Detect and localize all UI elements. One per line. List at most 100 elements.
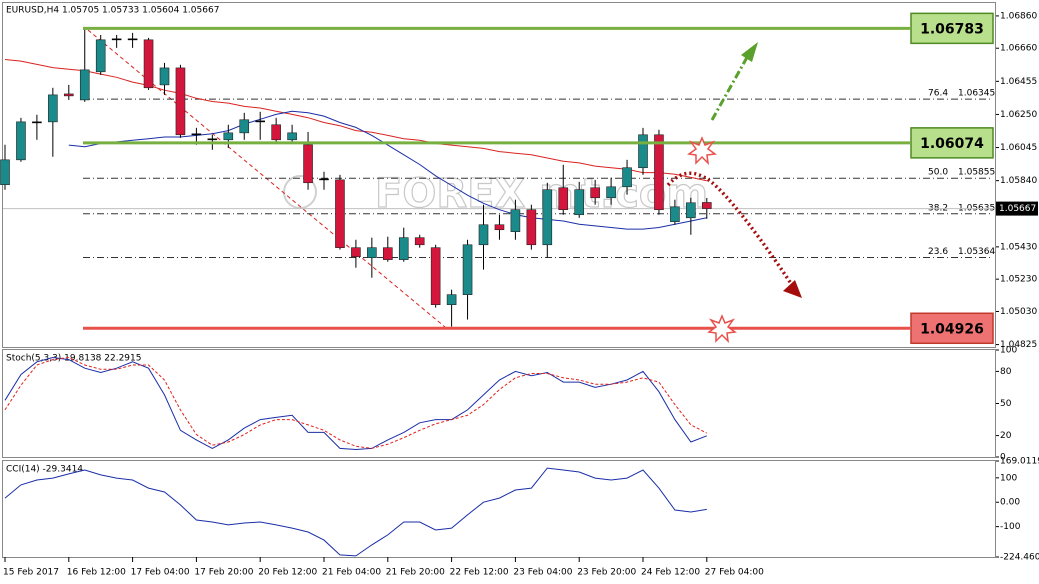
watermark-logo: [283, 175, 317, 209]
candle-body: [335, 179, 345, 248]
y-tick-label: 1.04825: [1000, 340, 1037, 350]
indicator-line: [68, 110, 707, 230]
x-tick-label: 22 Feb 12:00: [450, 568, 509, 578]
candle-body: [175, 67, 186, 136]
fib-price: 1.05855: [958, 168, 995, 178]
y-tick-label: 1.06455: [1000, 77, 1037, 87]
y-tick-label: 0: [1000, 453, 1006, 463]
candle-body: [654, 134, 664, 211]
x-tick-label: 23 Feb 20:00: [577, 568, 636, 578]
fib-ratio: 23.6: [928, 247, 948, 257]
y-tick-label: 0.00: [1000, 498, 1020, 508]
x-tick-label: 17 Feb 20:00: [194, 568, 253, 578]
panel-title: Stoch(5,3,3) 19.8138 22.2915: [6, 354, 141, 364]
x-tick-label: 21 Feb 20:00: [386, 568, 445, 578]
key-level-box: [910, 312, 994, 345]
up-arrowhead: [741, 42, 758, 62]
candle-body: [558, 187, 569, 211]
y-tick-label: 1.06860: [1000, 11, 1037, 21]
candle-body: [0, 159, 10, 185]
fib-ratio: 50.0: [928, 168, 948, 178]
burst-icon: [687, 136, 717, 166]
fib-price: 1.06345: [958, 89, 995, 99]
burst-icon: [707, 314, 737, 344]
y-tick-label: 1.05840: [1000, 176, 1037, 186]
candle-body: [79, 69, 90, 101]
candle-body: [638, 134, 648, 169]
y-tick-label: 100: [1000, 346, 1017, 356]
y-tick-label: 1.05230: [1000, 275, 1037, 285]
indicator-line: [4, 356, 707, 451]
indicator-line: [4, 467, 707, 557]
candle-body: [287, 132, 297, 141]
y-tick-label: 1.05430: [1000, 242, 1037, 252]
candle-body: [686, 202, 696, 219]
cci-panel-frame: [2, 460, 996, 558]
candle-body: [95, 39, 106, 73]
y-tick-label: 20: [1000, 431, 1012, 441]
candle-body: [255, 120, 265, 123]
candle-body: [510, 209, 521, 232]
candle-body: [127, 38, 138, 41]
y-tick-label: -224.4609: [1000, 553, 1039, 563]
x-tick-label: 20 Feb 12:00: [258, 568, 317, 578]
y-tick-label: 100: [1000, 473, 1017, 483]
y-tick-label: 1.06045: [1000, 143, 1037, 153]
fib-price: 1.05364: [958, 247, 995, 257]
candle-body: [478, 224, 489, 246]
candle-body: [111, 38, 122, 41]
panel-title: EURUSD,H4 1.05705 1.05733 1.05604 1.0566…: [6, 6, 219, 16]
candle-body: [701, 202, 712, 209]
key-level-label: 1.06783: [920, 21, 984, 37]
panel-title: CCI(14) -29.3414: [6, 465, 83, 475]
up-arrow: [710, 51, 752, 121]
y-tick-label: 169.0119: [1000, 457, 1039, 467]
candle-body: [32, 121, 42, 124]
candle-body: [526, 209, 537, 246]
candle-body: [191, 133, 202, 136]
x-tick-label: 23 Feb 04:00: [513, 568, 572, 578]
candle-body: [606, 186, 616, 199]
candle-body: [143, 39, 154, 89]
stoch-panel-frame: [2, 349, 996, 458]
price-tag-label: 1.05667: [999, 204, 1036, 214]
candle-body: [382, 247, 393, 260]
candle-body: [159, 67, 170, 86]
candle-body: [446, 294, 457, 305]
candle-body: [574, 189, 585, 216]
key-level-label: 1.04926: [920, 321, 984, 337]
x-tick-label: 21 Feb 04:00: [322, 568, 381, 578]
candle-body: [303, 144, 313, 184]
candle-body: [590, 187, 600, 199]
candle-body: [239, 119, 250, 134]
candle-body: [271, 124, 281, 141]
key-level-box: [910, 127, 994, 159]
key-level-box: [910, 12, 994, 45]
key-level-label: 1.06074: [920, 136, 984, 152]
plot-layer: 1.06860 1.06660 1.06455 1.06250 1.06045 1.058…: [0, 6, 1039, 578]
candle-body: [319, 178, 329, 181]
candle-body: [462, 244, 473, 295]
candle-body: [351, 247, 361, 258]
y-tick-label: 50: [1000, 399, 1012, 409]
candle-body: [494, 224, 505, 231]
candle-body: [64, 93, 74, 97]
down-arrowhead: [783, 280, 802, 298]
y-tick-label: 1.05030: [1000, 307, 1037, 317]
y-tick-label: 80: [1000, 367, 1012, 377]
candle-body: [367, 247, 377, 258]
annotations: [666, 42, 802, 344]
candle-body: [670, 206, 680, 222]
candle-body: [207, 138, 218, 141]
y-tick-label: 1.06660: [1000, 44, 1037, 54]
candle-body: [542, 189, 553, 246]
x-tick-label: 15 Feb 2017: [3, 568, 59, 578]
candle-body: [414, 237, 425, 246]
candle-body: [398, 237, 409, 260]
candle-body: [622, 167, 632, 188]
candle-body: [16, 121, 26, 161]
y-tick-label: 1.06250: [1000, 110, 1037, 120]
